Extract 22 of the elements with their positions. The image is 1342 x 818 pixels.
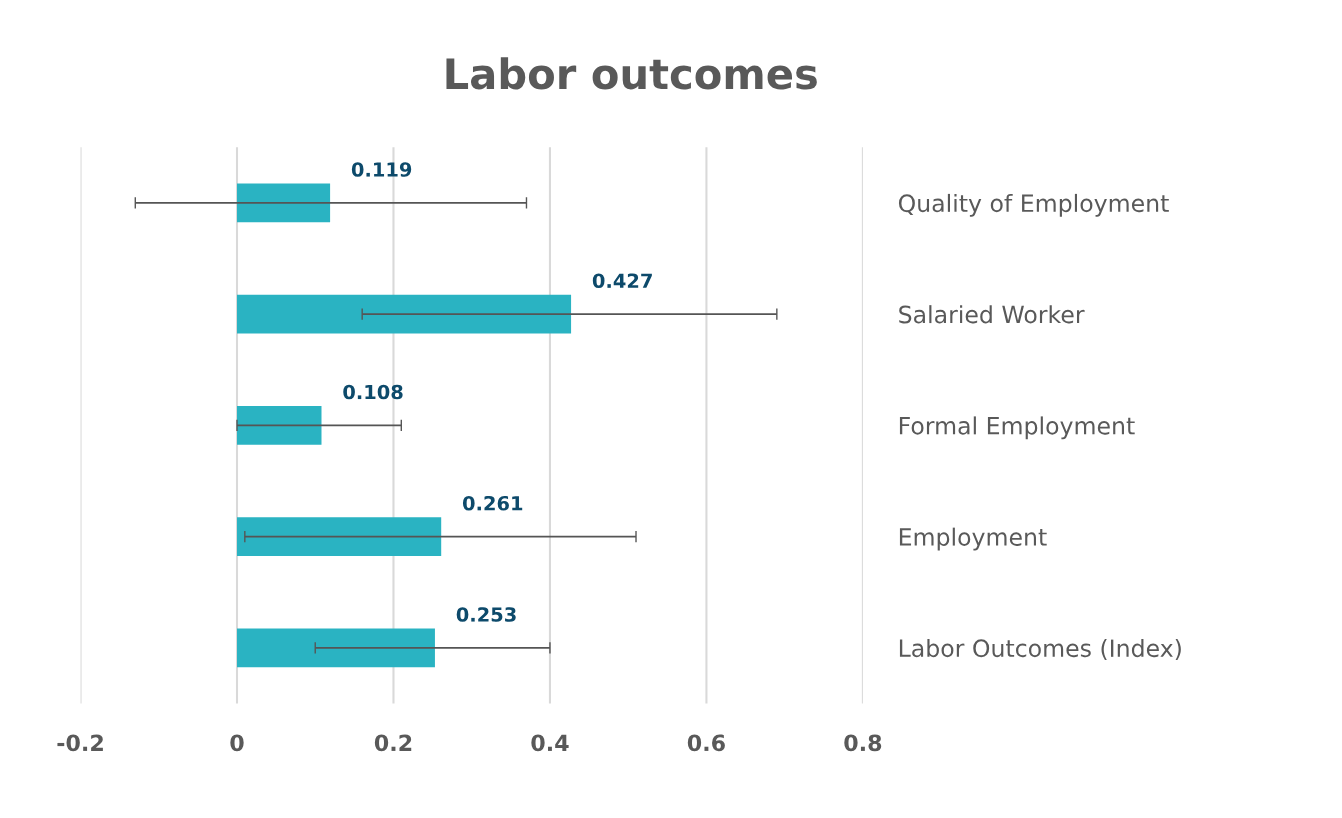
y-tick-label: Formal Employment xyxy=(899,416,1135,440)
data-label: 0.108 xyxy=(343,384,403,400)
data-label: 0.427 xyxy=(592,273,652,289)
x-tick-label: 0.6 xyxy=(687,734,725,752)
x-tick-label: 0.2 xyxy=(374,734,412,752)
bar xyxy=(237,628,435,668)
data-label: 0.261 xyxy=(462,495,523,511)
data-label: 0.119 xyxy=(351,162,412,177)
bar xyxy=(237,183,331,223)
bar xyxy=(237,405,322,445)
y-tick-label: Salaried Worker xyxy=(899,305,1085,324)
x-tick-label: 0.8 xyxy=(844,734,882,752)
data-label: 0.253 xyxy=(456,607,516,622)
x-tick-label: 0.4 xyxy=(531,734,569,752)
chart-title: Labor outcomes xyxy=(446,57,817,90)
x-tick-label: 0 xyxy=(230,734,244,752)
bar xyxy=(237,517,442,557)
y-tick-label: Labor Outcomes (Index) xyxy=(899,638,1181,660)
bar xyxy=(237,294,572,334)
y-tick-label: Quality of Employment xyxy=(898,193,1169,217)
y-tick-label: Employment xyxy=(899,527,1047,551)
x-tick-label: -0.2 xyxy=(57,734,103,752)
